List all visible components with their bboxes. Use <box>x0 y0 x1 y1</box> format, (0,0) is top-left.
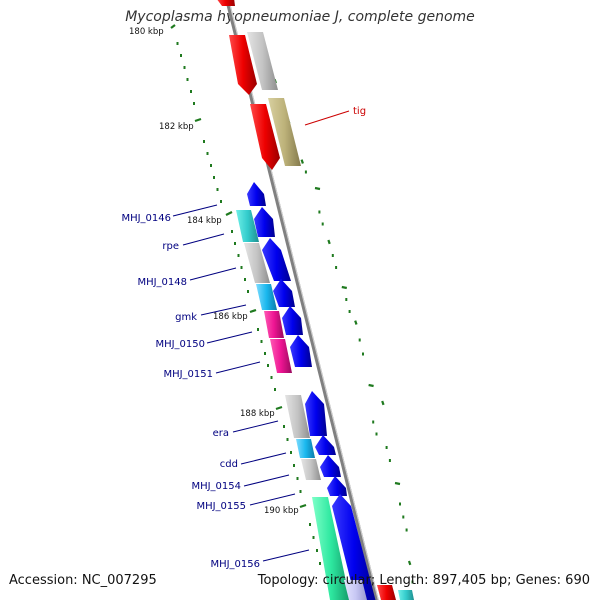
gene-arrow-blue-8 <box>315 435 336 455</box>
gene-arrow-blue-10 <box>327 476 347 496</box>
feature-cyan-bottom <box>398 590 414 600</box>
gene-arrow-blue-2 <box>254 207 275 237</box>
gene-label-mhj0155: MHJ_0155 <box>196 501 246 512</box>
feature-gray-3 <box>285 395 310 438</box>
tick-label-188: 188 kbp <box>240 409 275 419</box>
accession-text: Accession: NC_007295 <box>9 573 157 588</box>
gene-arrow-blue-6 <box>290 335 312 367</box>
tick-label-180: 180 kbp <box>129 27 164 37</box>
feature-sky-2 <box>296 439 315 458</box>
gene-arrow-blue-7 <box>305 391 327 436</box>
gene-label-tig: tig <box>353 106 366 117</box>
forward-strand-genes <box>217 0 376 600</box>
gene-label-rpe: rpe <box>162 241 179 252</box>
feature-lav-1 <box>344 580 367 600</box>
feature-gray-2 <box>244 243 270 283</box>
feature-pink-2 <box>270 339 292 373</box>
gene-arrow-blue-4 <box>273 279 295 307</box>
gene-arrow-red-top <box>217 0 235 6</box>
tick-label-190: 190 kbp <box>264 506 299 516</box>
gene-arrow-blue-1 <box>247 182 266 206</box>
feature-pink-1 <box>264 311 284 338</box>
gene-label-mhj0146: MHJ_0146 <box>121 213 171 224</box>
feature-red-bottom <box>377 585 396 600</box>
gene-label-mhj0156: MHJ_0156 <box>210 559 260 570</box>
tick-label-182: 182 kbp <box>159 122 194 132</box>
gene-label-gmk: gmk <box>175 312 197 323</box>
feature-sky-1 <box>256 284 277 310</box>
label-leaders <box>172 204 310 562</box>
feature-color-track <box>236 32 414 600</box>
gene-arrow-red-2 <box>250 104 280 170</box>
gene-arrow-blue-3 <box>262 238 291 281</box>
tig-leader <box>304 110 350 126</box>
gene-label-mhj0151: MHJ_0151 <box>163 369 213 380</box>
gene-label-mhj0150: MHJ_0150 <box>155 339 205 350</box>
feature-gray-1 <box>247 32 278 90</box>
tick-label-184: 184 kbp <box>187 216 222 226</box>
inner-tick-track <box>170 24 307 509</box>
gene-arrow-blue-11 <box>332 494 376 600</box>
genome-summary-text: Topology: circular; Length: 897,405 bp; … <box>257 573 590 588</box>
gene-label-cdd: cdd <box>220 459 238 470</box>
gene-label-mhj0154: MHJ_0154 <box>191 481 241 492</box>
gene-label-era: era <box>213 428 229 439</box>
genome-backbone <box>225 0 379 600</box>
gene-label-mhj0148: MHJ_0148 <box>137 277 187 288</box>
gene-arrow-blue-9 <box>320 455 341 477</box>
inner-minor-ticks <box>176 42 321 565</box>
feature-gray-4 <box>301 459 321 480</box>
map-title: Mycoplasma hyopneumoniae J, complete gen… <box>125 9 475 25</box>
feature-olive-1 <box>268 98 301 166</box>
feature-teal-1 <box>236 210 259 242</box>
feature-mint-1 <box>312 497 350 600</box>
gene-arrow-blue-5 <box>282 306 303 335</box>
gene-arrow-red-1 <box>229 35 257 95</box>
genome-backbone-highlight <box>228 0 379 600</box>
tick-label-186: 186 kbp <box>213 312 248 322</box>
